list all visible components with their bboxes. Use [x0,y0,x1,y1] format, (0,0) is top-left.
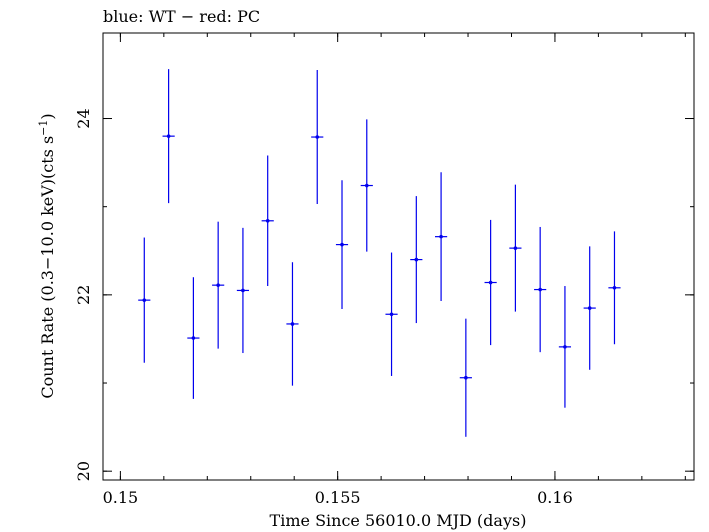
data-marker [340,242,344,247]
y-tick-label: 24 [74,108,93,128]
plot-frame [102,32,695,481]
data-marker [587,306,592,310]
y-axis-label-main: Count Rate (0.3−10.0 keV)(cts s [38,136,57,399]
data-marker [513,246,518,250]
data-point [212,221,225,349]
data-point [360,119,373,252]
data-point [261,155,274,287]
data-point [459,318,472,437]
data-point [410,196,423,324]
data-marker [142,298,147,302]
data-point [484,219,497,346]
data-point [509,184,522,312]
data-marker [612,285,617,290]
data-point [608,231,621,345]
data-point [335,180,349,309]
data-point [187,277,200,399]
data-series-blue [138,69,621,437]
data-marker [315,135,320,139]
data-marker [290,322,295,326]
data-point [162,69,175,204]
data-marker [439,234,443,239]
y-tick-label: 20 [74,461,93,481]
data-marker [488,280,493,285]
y-axis-label: Count Rate (0.3−10.0 keV)(cts s−1) [37,113,57,398]
data-point [558,286,572,408]
data-point [385,252,398,376]
data-marker [389,312,394,317]
data-point [311,70,324,205]
chart-title: blue: WT − red: PC [103,7,260,26]
y-axis-label-exponent: −1 [37,120,50,136]
data-marker [265,218,270,223]
x-tick-label: 0.15 [103,488,139,507]
data-marker [464,375,468,380]
data-marker [364,183,369,188]
x-tick-label: 0.16 [537,488,573,507]
y-tick-label: 22 [74,285,93,305]
data-marker [241,288,245,293]
y-axis-label-end: ) [38,113,57,119]
data-marker [166,134,171,138]
data-marker [414,257,419,262]
x-axis-label: Time Since 56010.0 MJD (days) [270,511,527,530]
data-marker [538,287,542,292]
x-axis: 0.15 0.155 0.16 [103,33,686,507]
data-marker [216,283,220,287]
data-marker [563,345,567,349]
x-tick-label: 0.155 [315,488,361,507]
data-point [286,262,299,386]
data-marker [191,336,196,340]
data-point [534,226,547,353]
data-point [138,237,151,363]
data-point [236,227,250,354]
data-point [583,246,596,370]
y-axis: 20 22 24 [74,108,694,481]
data-point [435,172,448,302]
